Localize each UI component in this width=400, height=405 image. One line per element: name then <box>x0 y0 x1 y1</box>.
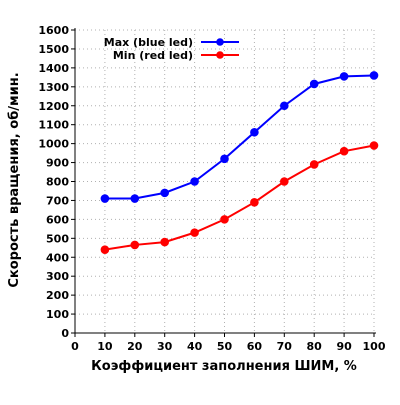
series-1-point <box>369 71 379 80</box>
grid <box>75 29 375 333</box>
y-tick-label: 1100 <box>38 119 69 132</box>
y-axis-title: Скорость вращения, об/мин. <box>7 72 22 287</box>
series-2-point <box>220 215 229 224</box>
legend-label-2: Min (red led) <box>113 49 193 62</box>
x-tick-label: 50 <box>217 340 233 353</box>
y-tick-label: 1000 <box>38 138 69 151</box>
series-2-point <box>100 245 110 254</box>
series-2-point <box>280 177 289 186</box>
y-tick-label: 700 <box>46 194 69 207</box>
y-tick-label: 1400 <box>38 62 69 75</box>
series-1-point <box>100 194 110 203</box>
x-tick-label: 80 <box>307 340 323 353</box>
x-axis-title: Коэффициент заполнения ШИМ, % <box>91 359 357 374</box>
axes: 0100200300400500600700800900100011001200… <box>38 24 385 353</box>
legend-label-1: Max (blue led) <box>104 36 193 49</box>
y-tick-label: 200 <box>46 289 69 302</box>
series-1-point <box>160 188 169 198</box>
y-tick-label: 1300 <box>38 81 69 94</box>
series-1-point <box>130 194 140 203</box>
series-1-point <box>309 79 319 89</box>
x-tick-label: 100 <box>363 340 386 353</box>
y-tick-label: 900 <box>46 157 69 170</box>
x-tick-label: 90 <box>336 340 352 353</box>
x-tick-label: 10 <box>97 340 113 353</box>
series-2-point <box>130 240 140 250</box>
x-tick-label: 70 <box>277 340 293 353</box>
legend-marker-1 <box>216 38 224 46</box>
y-tick-label: 1600 <box>38 24 69 37</box>
y-tick-label: 500 <box>46 232 69 245</box>
series-1-point <box>339 72 349 81</box>
series-line-2 <box>104 144 375 251</box>
series-1-point <box>250 127 259 137</box>
series-2-point <box>369 141 379 150</box>
y-tick-label: 800 <box>46 176 69 189</box>
y-tick-label: 600 <box>46 213 69 226</box>
series-2-point <box>339 146 349 156</box>
legend-marker-2 <box>216 51 224 59</box>
y-tick-label: 400 <box>46 251 69 264</box>
legend: Max (blue led)Min (red led) <box>104 36 239 62</box>
series-1-point <box>190 177 199 186</box>
y-tick-label: 1200 <box>38 100 69 113</box>
series-1-point <box>280 101 289 111</box>
series-group <box>100 71 379 254</box>
x-tick-label: 40 <box>187 340 203 353</box>
x-tick-label: 30 <box>157 340 173 353</box>
series-2-point <box>160 237 169 247</box>
series-line-1 <box>104 74 375 200</box>
y-tick-label: 1500 <box>38 43 69 56</box>
y-tick-label: 300 <box>46 270 69 283</box>
x-tick-label: 20 <box>127 340 143 353</box>
y-tick-label: 0 <box>61 327 69 340</box>
y-tick-label: 100 <box>46 308 69 321</box>
x-tick-label: 60 <box>247 340 263 353</box>
series-2-point <box>190 228 199 237</box>
series-1-point <box>220 154 229 164</box>
x-tick-label: 0 <box>71 340 79 353</box>
series-2-point <box>309 160 319 169</box>
series-2-point <box>250 198 259 207</box>
